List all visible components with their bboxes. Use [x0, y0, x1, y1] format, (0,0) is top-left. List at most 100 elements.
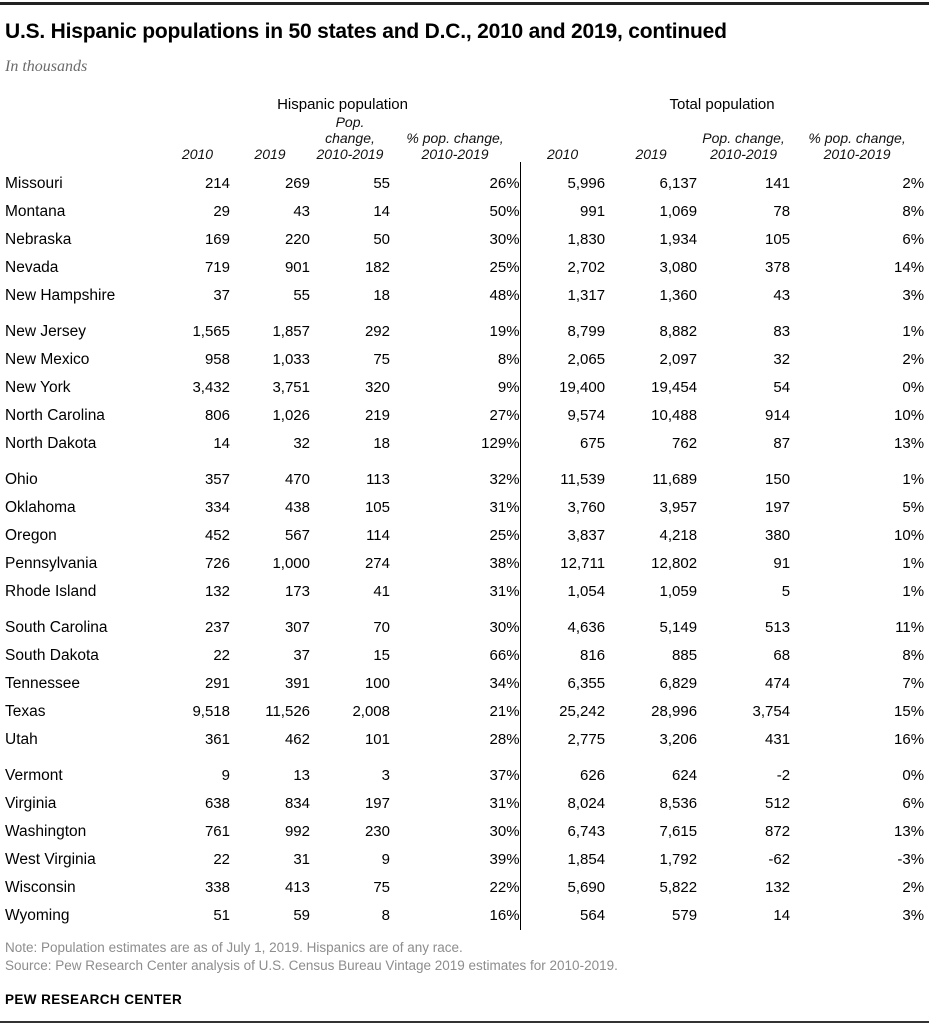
group-header-hispanic-population: Hispanic population	[277, 96, 408, 113]
cell: 4,218	[659, 527, 698, 544]
cell: 105	[364, 499, 390, 516]
state-name: South Dakota	[5, 647, 99, 664]
cell: 26%	[489, 175, 520, 192]
cell: 43	[773, 287, 791, 304]
cell: 3%	[902, 907, 925, 924]
cell: 6,829	[659, 675, 698, 692]
table-row: West Virginia 22 31 9 39% 1,854 1,792 -62 -3%	[5, 846, 924, 874]
table-row: Texas 9,518 11,526 2,008 21% 25,242 28,996 3,75…	[5, 698, 924, 726]
cell: 91	[773, 555, 791, 572]
cell: 32	[773, 351, 791, 368]
cell: 6%	[902, 795, 925, 812]
cell: 3	[381, 767, 390, 784]
cell: 719	[204, 259, 230, 276]
state-name: Missouri	[5, 175, 63, 192]
cell: 230	[364, 823, 390, 840]
cell: 237	[204, 619, 230, 636]
table-row: Wisconsin 338 413 75 22% 5,690 5,822 132 2%	[5, 874, 924, 902]
cell: 2,775	[519, 726, 606, 754]
cell: 1,033	[272, 351, 310, 368]
cell: 19,454	[651, 379, 698, 396]
cell: 361	[204, 731, 230, 748]
cell: 10%	[894, 527, 925, 544]
cell: 334	[204, 499, 230, 516]
state-name: Vermont	[5, 767, 63, 784]
column-header-line: % pop. change,	[808, 130, 906, 146]
cell: 78	[773, 203, 791, 220]
cell: 9,518	[192, 703, 230, 720]
table-row: South Dakota 22 37 15 66% 816 885 68 8%	[5, 642, 924, 670]
cell: 579	[672, 907, 698, 924]
cell: 3,957	[659, 499, 698, 516]
cell: 4,636	[519, 606, 606, 642]
cell: 5,996	[519, 162, 606, 198]
table-row: Vermont 9 13 3 37% 626 624 -2 0%	[5, 754, 924, 790]
cell: 18	[373, 287, 390, 304]
cell: 474	[765, 675, 791, 692]
cell: 872	[765, 823, 791, 840]
cell: 1,934	[659, 231, 698, 248]
cell: 991	[519, 198, 606, 226]
cell: 761	[204, 823, 230, 840]
state-name: Pennsylvania	[5, 555, 98, 572]
cell: 914	[765, 407, 791, 424]
cell: 22%	[489, 879, 520, 896]
column-header: Pop. change, 2010-2019	[310, 114, 390, 162]
cell: 11,689	[652, 471, 698, 488]
cell: 129%	[481, 435, 520, 452]
cell: 1,054	[519, 578, 606, 606]
cell: 512	[765, 795, 791, 812]
cell: 1,000	[272, 555, 310, 572]
cell: 12,711	[519, 550, 606, 578]
cell: 8,882	[659, 323, 698, 340]
corner-cell	[5, 96, 165, 114]
state-name: Washington	[5, 823, 87, 840]
cell: 15	[373, 647, 390, 664]
column-header-line: 2010-2019	[710, 146, 778, 162]
cell: 75	[373, 879, 390, 896]
cell: 1%	[902, 323, 925, 340]
cell: 5,149	[659, 619, 698, 636]
cell: 1,854	[519, 846, 606, 874]
column-header: % pop. change, 2010-2019	[790, 114, 924, 162]
cell: 391	[284, 675, 310, 692]
cell: 132	[765, 879, 791, 896]
group-header-total-population: Total population	[669, 96, 775, 113]
table-row: Ohio 357 470 113 32% 11,539 11,689 150 1%	[5, 458, 924, 494]
cell: 6,743	[519, 818, 606, 846]
column-header-line: 2010-2019	[823, 146, 891, 162]
table-row: Pennsylvania 726 1,000 274 38% 12,711 12,802 91…	[5, 550, 924, 578]
table-row: New York 3,432 3,751 320 9% 19,400 19,454 54 0%	[5, 374, 924, 402]
cell: 220	[284, 231, 310, 248]
cell: 357	[204, 471, 230, 488]
cell: 431	[765, 731, 791, 748]
cell: 68	[773, 647, 791, 664]
table-row: Rhode Island 132 173 41 31% 1,054 1,059 5 1%	[5, 578, 924, 606]
cell: 13	[293, 767, 310, 784]
column-header: 2019	[230, 114, 310, 162]
figure-content: U.S. Hispanic populations in 50 states a…	[0, 19, 929, 1008]
cell: 18	[373, 435, 390, 452]
state-name: North Dakota	[5, 435, 97, 452]
cell: 28%	[489, 731, 520, 748]
state-name: North Carolina	[5, 407, 105, 424]
table-row: Virginia 638 834 197 31% 8,024 8,536 512 6%	[5, 790, 924, 818]
population-table: Hispanic population Total population 201…	[5, 96, 924, 930]
cell: 19%	[489, 323, 520, 340]
column-header-line: % pop. change,	[406, 130, 504, 146]
cell: 75	[373, 351, 390, 368]
cell: 114	[366, 527, 390, 544]
cell: 173	[284, 583, 310, 600]
cell: 6,355	[519, 670, 606, 698]
cell: 1,059	[659, 583, 698, 600]
cell: 8,536	[659, 795, 698, 812]
table-row: New Hampshire 37 55 18 48% 1,317 1,360 43 3%	[5, 282, 924, 310]
table-row: New Jersey 1,565 1,857 292 19% 8,799 8,882 83 1%	[5, 310, 924, 346]
column-header-line: Pop. change,	[702, 130, 785, 146]
cell: 2%	[902, 351, 925, 368]
cell: 816	[519, 642, 606, 670]
cell: 22	[213, 647, 230, 664]
cell: 16%	[894, 731, 925, 748]
cell: 5%	[902, 499, 925, 516]
state-name: New Hampshire	[5, 287, 116, 304]
